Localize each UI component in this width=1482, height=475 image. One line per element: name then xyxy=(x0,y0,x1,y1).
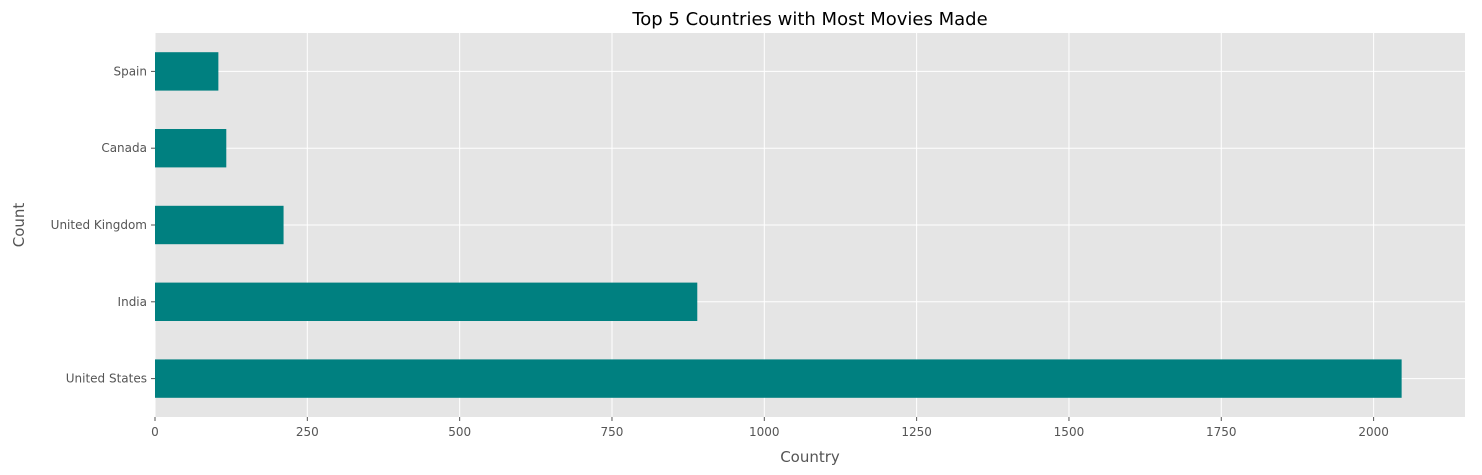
chart-title: Top 5 Countries with Most Movies Made xyxy=(631,9,987,30)
x-tick-label: 750 xyxy=(601,425,624,439)
x-tick-label: 1750 xyxy=(1206,425,1237,439)
y-tick-label: United Kingdom xyxy=(51,218,147,232)
bar xyxy=(155,282,698,321)
y-axis-ticks: United States India United Kingdom Canada Sp… xyxy=(51,64,155,386)
x-tick-label: 250 xyxy=(296,425,319,439)
x-tick-label: 1000 xyxy=(749,425,780,439)
x-axis-label: Country xyxy=(780,448,840,466)
x-tick-label: 2000 xyxy=(1358,425,1389,439)
bar xyxy=(155,359,1402,398)
y-tick-label: Spain xyxy=(113,64,147,78)
bar xyxy=(155,205,284,245)
bar xyxy=(155,52,219,91)
y-tick-label: Canada xyxy=(101,141,147,155)
bar xyxy=(155,129,227,168)
y-axis-label: Count xyxy=(10,203,28,248)
bars xyxy=(155,52,1402,398)
y-tick-label: United States xyxy=(66,372,147,386)
x-axis-ticks: 0 250 500 750 1000 1250 1500 1750 2000 xyxy=(151,417,1389,439)
x-tick-label: 500 xyxy=(448,425,471,439)
x-tick-label: 1250 xyxy=(901,425,932,439)
y-tick-label: India xyxy=(118,295,147,309)
x-tick-label: 1500 xyxy=(1054,425,1085,439)
x-tick-label: 0 xyxy=(151,425,159,439)
